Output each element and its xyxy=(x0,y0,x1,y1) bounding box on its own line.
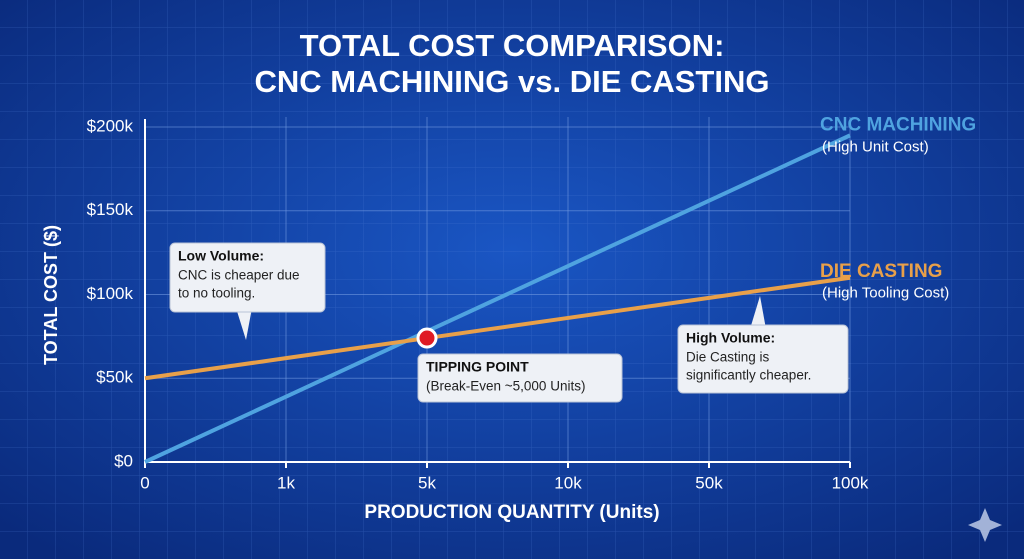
series-line xyxy=(144,133,851,464)
callout-box xyxy=(417,353,623,403)
callout-title: High Volume: xyxy=(686,330,775,346)
callout-text: to no tooling. xyxy=(178,286,255,301)
x-tick-label: 5k xyxy=(418,473,436,492)
legend-label: CNC MACHINING xyxy=(820,114,976,135)
callout-text: CNC is cheaper due xyxy=(178,268,300,283)
series-line xyxy=(144,275,851,381)
callout-title: TIPPING POINT xyxy=(426,359,529,375)
callout-tail xyxy=(236,308,252,340)
break-even-point xyxy=(416,327,438,349)
callout-box xyxy=(169,242,326,313)
x-tick-label: 50k xyxy=(695,473,723,492)
y-tick-label: $0 xyxy=(114,451,133,470)
chart-title: CNC MACHINING vs. DIE CASTING xyxy=(255,64,770,99)
callout-tail xyxy=(750,296,766,329)
y-tick-label: $50k xyxy=(96,368,133,387)
y-tick-label: $100k xyxy=(87,284,134,303)
callout-title: Low Volume: xyxy=(178,248,264,264)
y-tick-label: $150k xyxy=(87,200,134,219)
legend-note: (High Unit Cost) xyxy=(822,138,929,155)
x-tick-label: 0 xyxy=(140,473,149,492)
callout-text: significantly cheaper. xyxy=(686,368,811,383)
x-tick-label: 100k xyxy=(832,473,869,492)
legend-label: DIE CASTING xyxy=(820,261,942,282)
callout-text: Die Casting is xyxy=(686,350,770,365)
x-tick-label: 10k xyxy=(554,473,582,492)
callout-text: (Break-Even ~5,000 Units) xyxy=(426,379,585,394)
chart-title: TOTAL COST COMPARISON: xyxy=(300,28,725,63)
callout-box xyxy=(677,324,849,394)
sparkle-icon xyxy=(968,508,1002,542)
y-tick-label: $200k xyxy=(87,116,134,135)
x-tick-label: 1k xyxy=(277,473,295,492)
x-axis-label: PRODUCTION QUANTITY (Units) xyxy=(364,502,659,523)
legend-note: (High Tooling Cost) xyxy=(822,285,949,302)
y-axis-label: TOTAL COST ($) xyxy=(41,225,61,365)
